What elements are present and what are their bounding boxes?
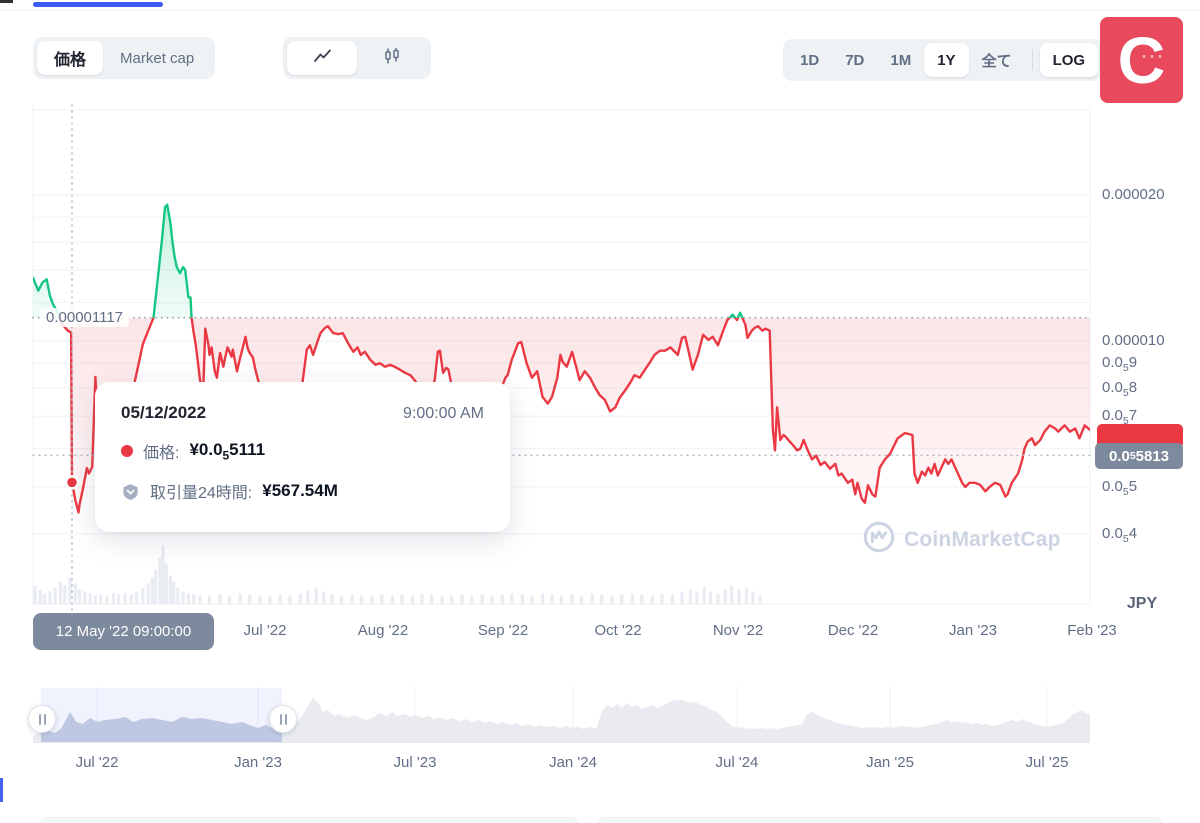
tooltip-price-value: ¥0.055111	[189, 439, 266, 463]
chart-type-toggle-group	[283, 37, 431, 79]
brush-handle-left[interactable]	[28, 705, 57, 733]
tooltip-volume-value: ¥567.54M	[262, 481, 338, 500]
price-series-dot-icon	[121, 445, 133, 457]
candlestick-icon	[383, 47, 401, 69]
range-1m-button[interactable]: 1M	[877, 43, 924, 77]
tooltip-price-label: 価格:	[143, 445, 180, 462]
navigator-axis-label: Jul '24	[715, 754, 759, 771]
crosshair-price-badge: 0.0 5 5813	[1095, 443, 1183, 469]
x-axis-label: Dec '22	[827, 622, 879, 639]
line-chart-icon	[313, 48, 332, 68]
x-axis-label: Jul '22	[243, 622, 287, 639]
corner-artifact	[0, 0, 13, 3]
x-axis-label: Sep '22	[477, 622, 529, 639]
brush-selection[interactable]	[41, 688, 282, 742]
brush-handle-right[interactable]	[269, 705, 298, 733]
tab-price[interactable]: 価格	[37, 41, 104, 75]
tooltip-volume-label: 取引量24時間:	[150, 485, 253, 502]
volume-bars	[33, 545, 762, 604]
navigator-axis-label: Jul '25	[1025, 754, 1069, 771]
log-scale-button[interactable]: LOG	[1039, 43, 1099, 77]
x-axis-label: Jan '23	[949, 622, 997, 639]
more-options-button[interactable]: ⋯	[1140, 43, 1166, 70]
volume-shield-icon	[121, 482, 140, 501]
chart-tooltip: 05/12/2022 9:00:00 AM 価格: ¥0.055111 取引量2…	[95, 382, 510, 532]
x-axis-label: Nov '22	[712, 622, 764, 639]
navigator-axis-label: Jan '23	[234, 754, 282, 771]
navigator-axis-label: Jul '22	[75, 754, 119, 771]
metric-toggle-group: 価格 Market cap	[33, 37, 216, 79]
bottom-card-left	[40, 817, 578, 823]
tooltip-time: 9:00:00 AM	[403, 405, 484, 422]
navigator-axis-label: Jan '25	[866, 754, 914, 771]
coinmarketcap-logo-icon	[862, 520, 896, 559]
toolbar-divider	[1031, 50, 1033, 70]
tab-bar-border	[0, 10, 1200, 11]
navigator-axis-label: Jul '23	[393, 754, 437, 771]
overlay-c-logo: C	[1100, 17, 1183, 103]
range-all-button[interactable]: 全て	[969, 43, 1025, 77]
watermark-text: CoinMarketCap	[904, 527, 1061, 551]
crosshair-price-sub: 5	[1129, 450, 1136, 462]
y-axis-label: 0.059	[1102, 354, 1138, 375]
y-axis-label: 0.054	[1102, 525, 1138, 545]
x-axis-label: Oct '22	[594, 622, 642, 639]
tab-market-cap[interactable]: Market cap	[103, 41, 211, 75]
bottom-card-right	[598, 817, 1162, 823]
y-axis-label: 0.057	[1102, 407, 1138, 428]
range-toggle-group: 1D 7D 1M 1Y 全て LOG	[783, 39, 1103, 81]
tooltip-date: 05/12/2022	[121, 403, 207, 422]
hovered-point-marker	[64, 475, 80, 490]
y-axis-label: 0.055	[1102, 477, 1138, 498]
range-1y-button[interactable]: 1Y	[924, 43, 969, 77]
crosshair-price-pre: 0.0	[1108, 447, 1130, 465]
active-tab-underline	[33, 2, 163, 7]
price-line-down	[58, 317, 1090, 514]
y-axis-label: 0.058	[1102, 379, 1138, 399]
edge-highlight	[0, 778, 3, 802]
candlestick-chart-button[interactable]	[357, 41, 427, 75]
navigator-chart	[33, 686, 1090, 743]
range-1d-button[interactable]: 1D	[787, 43, 832, 77]
range-7d-button[interactable]: 7D	[832, 43, 877, 77]
crosshair-date-badge: 12 May '22 09:00:00	[33, 613, 214, 650]
currency-label: JPY	[1126, 595, 1158, 612]
navigator-axis-label: Jan '24	[549, 754, 597, 771]
x-axis-label: Aug '22	[357, 622, 409, 639]
y-axis-label: 0.000010	[1102, 332, 1165, 349]
y-axis-label: 0.000020	[1102, 186, 1165, 203]
crosshair-price-digits: 5813	[1135, 447, 1170, 465]
watermark: CoinMarketCap	[862, 520, 1061, 559]
line-chart-button[interactable]	[287, 41, 357, 75]
x-axis-label: Feb '23	[1067, 622, 1117, 639]
open-price-label: 0.00001117	[40, 308, 130, 327]
